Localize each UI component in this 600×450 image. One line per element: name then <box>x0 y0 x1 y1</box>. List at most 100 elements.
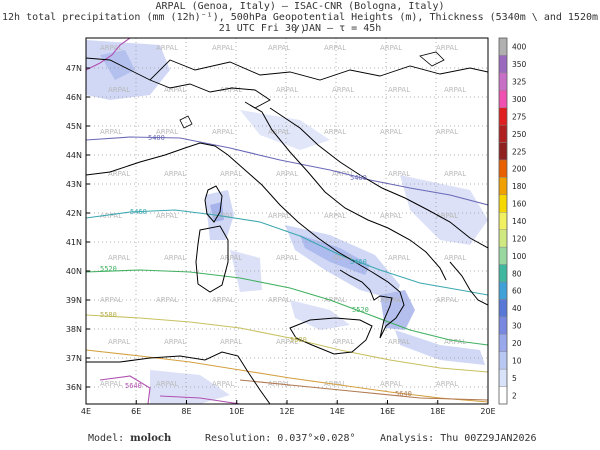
italy-coastline <box>86 142 405 339</box>
latitude-label: 39N <box>66 296 82 305</box>
arpal-watermark: ARPAL <box>324 296 346 304</box>
longitude-label: 18E <box>430 407 445 416</box>
arpal-watermark: ARPAL <box>388 170 410 178</box>
colorbar-swatch <box>498 194 508 213</box>
arpal-watermark: ARPAL <box>436 212 458 220</box>
latitude-label: 36N <box>66 383 82 392</box>
arpal-watermark: ARPAL <box>380 212 402 220</box>
arpal-watermark: ARPAL <box>388 86 410 94</box>
arpal-watermark: ARPAL <box>100 128 122 136</box>
footer-model: Model: moloch <box>88 433 171 444</box>
contour-label: 5520 <box>352 306 369 314</box>
colorbar-label: 350 <box>512 60 527 69</box>
colorbar-swatch <box>498 72 508 91</box>
sicily <box>289 317 373 355</box>
arpal-watermark: ARPAL <box>436 44 458 52</box>
colorbar-label: 200 <box>512 165 527 174</box>
colorbar-swatch <box>498 212 508 230</box>
colorbar-swatch <box>498 107 508 126</box>
colorbar-label: 300 <box>512 95 527 104</box>
model-name: moloch <box>130 433 172 444</box>
arpal-watermark: ARPAL <box>388 254 410 262</box>
arpal-watermark: ARPAL <box>108 338 130 346</box>
graticule <box>86 38 488 404</box>
longitude-label: 4E <box>81 407 91 416</box>
longitude-label: 20E <box>480 407 495 416</box>
arpal-watermark: ARPAL <box>444 254 466 262</box>
arpal-watermark: ARPAL <box>212 44 234 52</box>
coastlines <box>86 51 488 404</box>
colorbar-label: 120 <box>512 234 527 243</box>
arpal-watermark: ARPAL <box>380 380 402 388</box>
latitude-label: 45N <box>66 122 82 131</box>
arpal-watermark: ARPAL <box>332 86 354 94</box>
arpal-watermark: ARPAL <box>436 296 458 304</box>
latitude-axis: 47N 46N 45N 44N 43N 42N 41N 40N 39N 38N 37N 36N <box>66 64 90 392</box>
colorbar-label: 180 <box>512 182 527 191</box>
arpal-watermark: ARPAL <box>100 296 122 304</box>
longitude-axis: 4E 6E 8E 10E 12E 14E 16E 18E 20E <box>81 400 496 416</box>
latitude-label: 42N <box>66 209 82 218</box>
colorbar-label: 20 <box>512 339 522 348</box>
arpal-watermark: ARPAL <box>388 338 410 346</box>
longitude-label: 8E <box>181 407 191 416</box>
arpal-watermark: ARPAL <box>268 128 290 136</box>
arpal-watermark: ARPAL <box>444 170 466 178</box>
arpal-watermark: ARPAL <box>276 170 298 178</box>
colorbar-label: 225 <box>512 147 527 156</box>
northern-border <box>86 57 488 81</box>
colorbar-swatch <box>498 246 508 265</box>
corsica <box>204 185 223 223</box>
contour-label: 5580 <box>100 311 117 319</box>
contour-label: 5400 <box>148 134 165 142</box>
longitude-label: 6E <box>131 407 141 416</box>
contour-1520-south <box>159 395 241 404</box>
latitude-label: 37N <box>66 354 82 363</box>
colorbar-label: 250 <box>512 130 527 139</box>
colorbar-swatch <box>498 177 508 196</box>
contour-label: 5460 <box>130 208 147 216</box>
colorbar-label: 40 <box>512 304 522 313</box>
colorbar-swatch <box>498 368 508 387</box>
arpal-watermark: ARPAL <box>164 86 186 94</box>
arpal-watermark: ARPAL <box>212 380 234 388</box>
arpal-watermark: ARPAL <box>380 44 402 52</box>
latitude-label: 44N <box>66 151 82 160</box>
latitude-label: 46N <box>66 93 82 102</box>
colorbar-swatch <box>498 124 508 143</box>
longitude-label: 10E <box>229 407 244 416</box>
arpal-watermark: ARPAL <box>220 254 242 262</box>
contour-label: 5400 <box>350 174 367 182</box>
colorbar-label: 140 <box>512 217 527 226</box>
sardinia <box>195 225 229 293</box>
contour-5400 <box>86 136 488 206</box>
arpal-watermark: ARPAL <box>268 44 290 52</box>
header-line-1: ARPAL (Genoa, Italy) — ISAC-CNR (Bologna… <box>155 1 445 12</box>
arpal-watermark: ARPAL <box>444 338 466 346</box>
colorbar-swatch <box>498 386 508 405</box>
colorbar-swatch <box>498 281 508 300</box>
colorbar-swatch <box>498 90 508 108</box>
africa-coastline <box>86 351 271 404</box>
greece-coastline <box>449 261 488 306</box>
colorbar: 400 350 325 300 275 250 225 200 180 160 140 120 100 8… <box>498 37 527 405</box>
contour-5460 <box>86 209 488 296</box>
colorbar-swatch <box>498 142 508 161</box>
latitude-label: 47N <box>66 64 82 73</box>
arpal-watermark: ARPAL <box>332 254 354 262</box>
arpal-watermark: ARPAL <box>164 338 186 346</box>
header-line-3: 21 UTC Fri 30 JAN — τ = 45h <box>218 23 382 34</box>
arpal-watermark: ARPAL <box>436 380 458 388</box>
model-label: Model: <box>88 433 125 444</box>
colorbar-label: 275 <box>512 112 527 121</box>
colorbar-swatch <box>498 37 508 56</box>
arpal-watermark: ARPAL <box>156 44 178 52</box>
contour-label: 5640 <box>125 382 142 390</box>
arpal-watermark: ARPAL <box>164 170 186 178</box>
latitude-label: 40N <box>66 267 82 276</box>
colorbar-swatch <box>498 351 508 370</box>
balkan-coastline <box>269 107 488 249</box>
arpal-watermark: ARPAL <box>276 86 298 94</box>
contour-label: 5640 <box>395 390 412 398</box>
